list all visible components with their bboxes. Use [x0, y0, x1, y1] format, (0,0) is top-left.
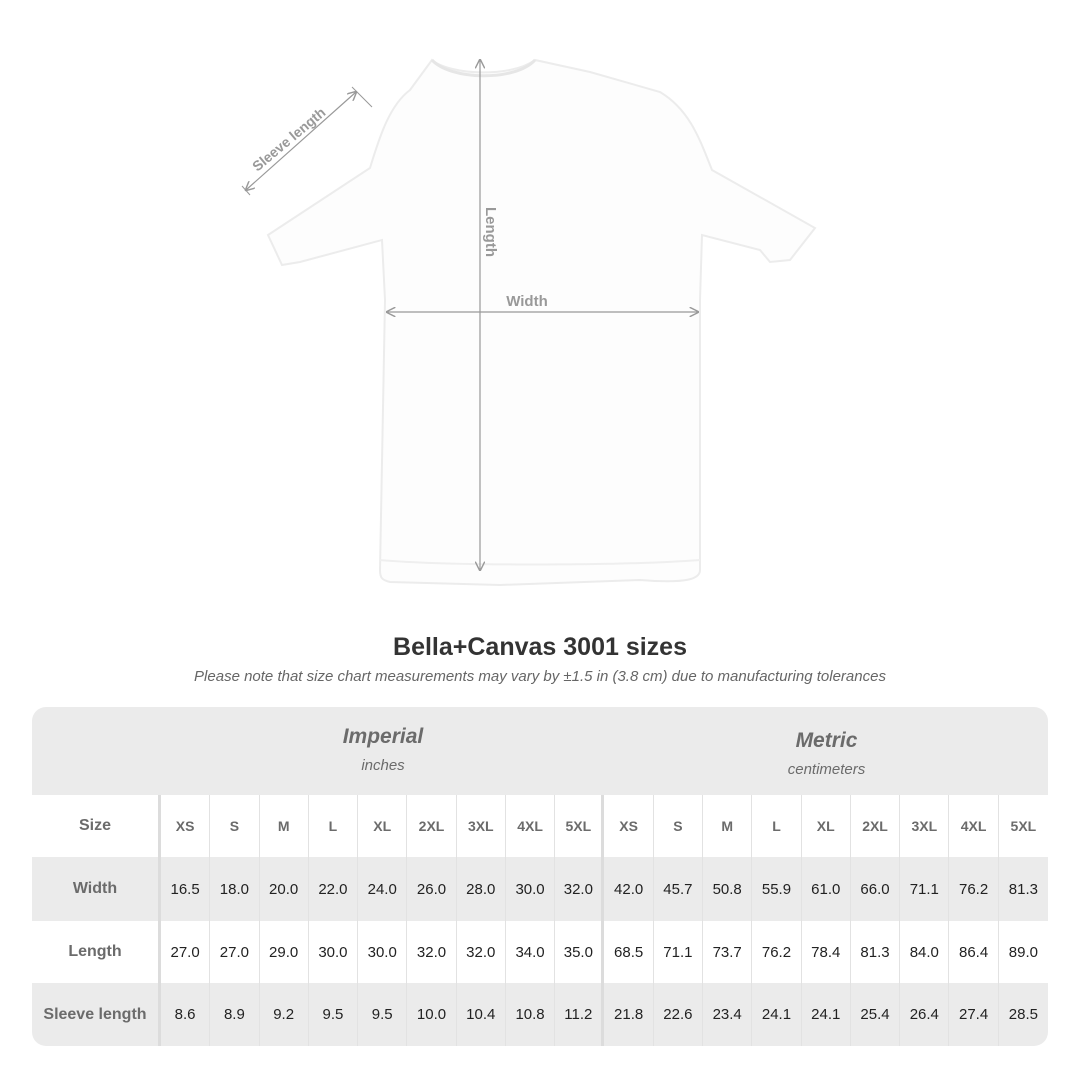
- table-cell: 20.0: [260, 857, 309, 921]
- table-cell: 29.0: [260, 921, 309, 983]
- table-cell: 73.7: [703, 921, 753, 983]
- table-cell: 26.4: [900, 983, 950, 1046]
- size-header-cell: 5XL: [1010, 818, 1037, 834]
- size-header-cell: XS: [604, 795, 654, 857]
- table-cell: 81.3: [851, 921, 901, 983]
- table-cell: 68.5: [604, 921, 654, 983]
- size-header-cell: 3XL: [457, 795, 506, 857]
- size-header-cell: XS: [161, 795, 211, 857]
- table-header: Imperial inches Metric centimeters: [32, 707, 1048, 795]
- table-cell: 27.0: [161, 921, 211, 983]
- table-cell: 76.2: [949, 857, 999, 921]
- metric-title: Metric: [795, 729, 858, 752]
- table-cell: 50.8: [703, 857, 753, 921]
- table-cell: 66.0: [851, 857, 901, 921]
- table-cell: 78.4: [802, 921, 851, 983]
- size-header-cell: XL: [802, 795, 851, 857]
- length-label: Length: [482, 207, 499, 257]
- table-cell: 11.2: [555, 983, 605, 1046]
- table-cell: 8.9: [210, 983, 260, 1046]
- table-cell: 23.4: [703, 983, 753, 1046]
- table-cell: 9.5: [358, 983, 408, 1046]
- size-header-cell: L: [752, 795, 802, 857]
- table-cell: 9.5: [309, 983, 359, 1046]
- table-cell: 24.0: [358, 857, 408, 921]
- table-row: Length 27.0 27.0 29.0 30.0 30.0 32.0 32.0 34.0 35…: [32, 921, 1048, 983]
- metric-unit: centimeters: [787, 761, 866, 778]
- size-header-cell: 5XL: [555, 795, 605, 857]
- row-label: Sleeve length: [32, 983, 161, 1046]
- sleeve-measure-line: [246, 92, 356, 190]
- table-cell: 32.0: [555, 857, 605, 921]
- table-cell: 76.2: [752, 921, 802, 983]
- table-cell: 30.0: [309, 921, 359, 983]
- table-cell: 10.0: [407, 983, 457, 1046]
- table-cell: 89.0: [1008, 943, 1038, 961]
- table-cell: 86.4: [949, 921, 999, 983]
- table-cell: 25.4: [851, 983, 901, 1046]
- table-cell: 32.0: [457, 921, 506, 983]
- table-cell: 42.0: [604, 857, 654, 921]
- size-header-cell: 4XL: [949, 795, 999, 857]
- table-cell: 61.0: [802, 857, 851, 921]
- imperial-unit: inches: [361, 757, 405, 774]
- tolerance-note: Please note that size chart measurements…: [194, 668, 886, 685]
- size-header-cell: M: [703, 795, 753, 857]
- table-cell: 30.0: [358, 921, 408, 983]
- table-cell: 22.0: [309, 857, 359, 921]
- size-header-cell: S: [654, 795, 704, 857]
- row-label: Length: [32, 921, 161, 983]
- table-cell: 35.0: [555, 921, 605, 983]
- table-cell: 71.1: [654, 921, 704, 983]
- table-cell: 28.0: [457, 857, 506, 921]
- width-label: Width: [506, 293, 548, 310]
- table-cell: 34.0: [506, 921, 556, 983]
- table-cell: 10.4: [457, 983, 506, 1046]
- row-label: Width: [32, 857, 161, 921]
- table-cell: 24.1: [802, 983, 851, 1046]
- table-cell: 18.0: [210, 857, 260, 921]
- table-cell: 32.0: [407, 921, 457, 983]
- table-cell: 26.0: [407, 857, 457, 921]
- table-row: Width 16.5 18.0 20.0 22.0 24.0 26.0 28.0 30.0 32.…: [32, 857, 1048, 921]
- table-cell: 55.9: [752, 857, 802, 921]
- size-header-cell: S: [210, 795, 260, 857]
- tshirt-diagram: Sleeve length Length Width: [241, 58, 817, 587]
- size-header-cell: XL: [358, 795, 408, 857]
- size-table: Imperial inches Metric centimeters Size X…: [32, 707, 1048, 1046]
- sleeve-length-label: Sleeve length: [249, 104, 328, 174]
- imperial-group: Imperial inches: [161, 725, 605, 774]
- table-cell: 71.1: [900, 857, 950, 921]
- size-header-row: Size XS S M L XL 2XL 3XL 4XL 5XL XS S M L XL 2XL 3XL 4XL 5…: [32, 795, 1048, 857]
- table-cell: 81.3: [1008, 880, 1038, 898]
- imperial-title: Imperial: [342, 725, 424, 748]
- table-cell: 16.5: [161, 857, 211, 921]
- size-header-cell: 4XL: [506, 795, 556, 857]
- table-cell: 45.7: [654, 857, 704, 921]
- table-cell: 10.8: [506, 983, 556, 1046]
- size-header-cell: L: [309, 795, 359, 857]
- table-cell: 27.0: [210, 921, 260, 983]
- table-row: Sleeve length 8.6 8.9 9.2 9.5 9.5 10.0 10.4 10.8…: [32, 983, 1048, 1046]
- size-header-cell: 3XL: [900, 795, 950, 857]
- table-cell: 9.2: [260, 983, 309, 1046]
- table-cell: 27.4: [949, 983, 999, 1046]
- table-cell: 22.6: [654, 983, 704, 1046]
- size-header-cell: 2XL: [407, 795, 457, 857]
- table-cell: 24.1: [752, 983, 802, 1046]
- size-header-cell: M: [260, 795, 309, 857]
- table-cell: 84.0: [900, 921, 950, 983]
- size-header-cell: 2XL: [851, 795, 901, 857]
- table-cell: 28.5: [1008, 1006, 1038, 1023]
- metric-group: Metric centimeters: [605, 729, 1048, 778]
- tshirt-shape: [266, 58, 817, 587]
- row-label: Size: [32, 795, 161, 857]
- table-cell: 30.0: [506, 857, 556, 921]
- table-cell: 21.8: [604, 983, 654, 1046]
- table-cell: 8.6: [161, 983, 211, 1046]
- size-chart-title: Bella+Canvas 3001 sizes: [393, 633, 687, 661]
